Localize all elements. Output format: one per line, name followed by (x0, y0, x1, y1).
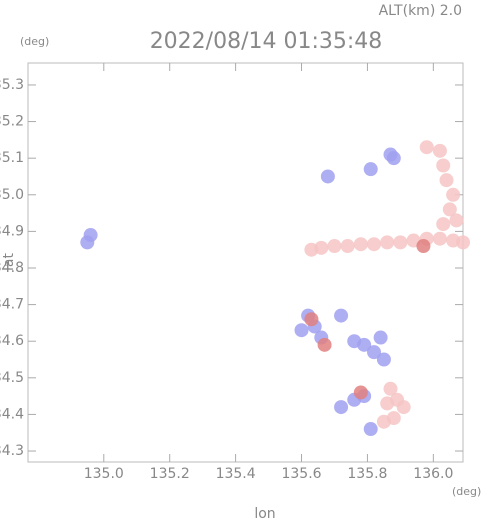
x-tick-label: 135.2 (150, 466, 190, 482)
echo-point (432, 143, 447, 158)
echo-point (416, 239, 431, 254)
echo-point (393, 235, 408, 250)
chart-subtitle: ALT(km) 2.0 (379, 3, 462, 19)
echo-point (334, 308, 349, 323)
x-tick-label: 136.0 (413, 466, 453, 482)
echo-point (456, 235, 470, 250)
y-tick-label: 35.3 (0, 77, 24, 93)
echo-point (380, 235, 395, 250)
echo-point (363, 162, 378, 177)
x-tick-label: 135.6 (281, 466, 321, 482)
chart-title: 2022/08/14 01:35:48 (150, 29, 383, 54)
echo-point (363, 422, 378, 437)
echo-point (317, 337, 332, 352)
echo-point (376, 352, 391, 367)
echo-point (376, 414, 391, 429)
echo-point (439, 173, 454, 188)
plot-frame (27, 62, 464, 463)
x-axis-label: lon (254, 506, 275, 521)
echo-point (367, 345, 382, 360)
y-tick-label: 34.9 (0, 223, 24, 239)
echo-point (396, 400, 411, 415)
y-tick-label: 34.5 (0, 370, 24, 386)
y-tick-label: 35.2 (0, 114, 24, 130)
y-tick-label: 34.3 (0, 443, 24, 459)
echo-point (304, 312, 319, 327)
y-tick-label: 35.0 (0, 187, 24, 203)
y-unit: (deg) (20, 35, 49, 48)
x-tick-label: 135.0 (84, 466, 124, 482)
echo-point (353, 237, 368, 252)
echo-point (357, 337, 372, 352)
y-tick-label: 34.8 (0, 260, 24, 276)
y-tick-label: 34.7 (0, 297, 24, 313)
y-tick-label: 35.1 (0, 150, 24, 166)
echo-point (353, 385, 368, 400)
y-axis-label: lat (1, 253, 17, 271)
echo-point (442, 202, 457, 217)
echo-point (334, 400, 349, 415)
x-unit: (deg) (452, 485, 481, 498)
echo-point (449, 213, 464, 228)
echo-point (373, 330, 388, 345)
echo-point (419, 140, 434, 155)
echo-point (432, 231, 447, 246)
echo-point (446, 187, 461, 202)
echo-point (367, 237, 382, 252)
echo-point (294, 323, 309, 338)
y-tick-label: 34.4 (0, 406, 24, 422)
echo-point (436, 217, 451, 232)
x-tick-label: 135.4 (216, 466, 256, 482)
echo-point (314, 240, 329, 255)
echo-point (383, 381, 398, 396)
echo-point (320, 169, 335, 184)
echo-point (340, 239, 355, 254)
x-tick-label: 135.8 (347, 466, 387, 482)
echo-point (386, 151, 401, 166)
echo-point (80, 235, 95, 250)
y-tick-label: 34.6 (0, 333, 24, 349)
echo-point (436, 158, 451, 173)
echo-point (327, 239, 342, 254)
